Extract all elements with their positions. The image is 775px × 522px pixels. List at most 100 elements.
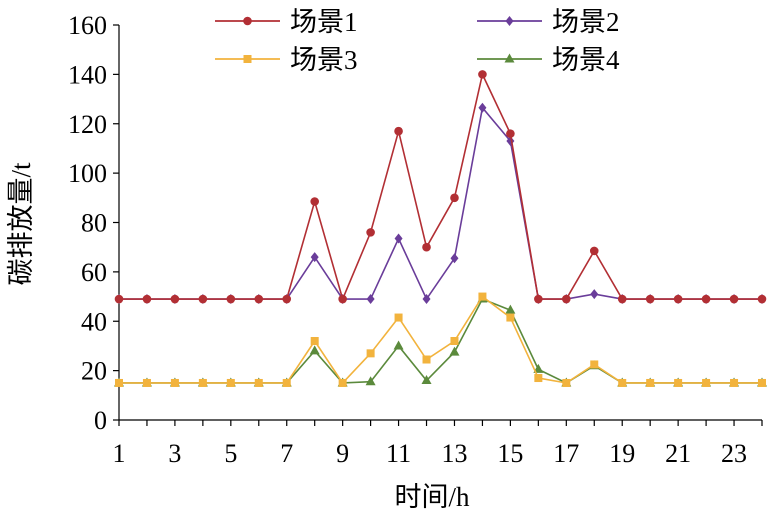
- data-point: [309, 345, 320, 355]
- data-point: [198, 378, 207, 387]
- x-tick-label: 19: [609, 439, 635, 468]
- data-point: [534, 294, 543, 304]
- data-point: [478, 102, 487, 113]
- data-point: [394, 126, 403, 136]
- x-tick-label: 11: [386, 439, 411, 468]
- data-point: [226, 378, 235, 387]
- legend-label: 场景3: [290, 45, 358, 75]
- legend-marker: [505, 16, 514, 26]
- data-point: [450, 337, 459, 345]
- y-tick-label: 0: [94, 406, 107, 435]
- data-point: [702, 378, 711, 387]
- y-tick-label: 100: [68, 159, 107, 188]
- data-point: [590, 360, 599, 369]
- data-point: [450, 253, 459, 264]
- data-point: [533, 363, 544, 373]
- data-point: [590, 289, 599, 300]
- data-point: [393, 340, 404, 350]
- data-point: [450, 193, 459, 203]
- data-point: [562, 378, 571, 387]
- data-point: [422, 294, 431, 305]
- data-point: [757, 294, 767, 304]
- data-point: [365, 376, 376, 386]
- legend-label: 场景2: [552, 7, 620, 37]
- y-tick-label: 80: [81, 209, 107, 238]
- data-point: [142, 294, 152, 304]
- x-tick-label: 17: [553, 439, 579, 468]
- data-point: [506, 129, 515, 138]
- data-point: [505, 304, 516, 314]
- y-tick-label: 60: [81, 258, 107, 287]
- data-point: [506, 313, 515, 322]
- data-point: [758, 378, 766, 387]
- series-3: [115, 292, 766, 387]
- data-point: [254, 294, 264, 304]
- data-point: [617, 294, 627, 304]
- series-layer: [114, 70, 767, 387]
- data-point: [254, 378, 263, 387]
- data-point: [115, 378, 123, 387]
- legend-marker: [243, 16, 252, 26]
- data-point: [421, 375, 432, 384]
- data-point: [338, 378, 347, 387]
- legend-item-3: 场景3: [215, 45, 358, 75]
- data-point: [310, 252, 319, 263]
- series-1: [114, 70, 767, 304]
- data-point: [449, 346, 460, 356]
- data-point: [534, 374, 543, 383]
- data-point: [645, 294, 655, 304]
- series-line: [119, 105, 762, 301]
- x-tick-label: 21: [665, 439, 691, 468]
- data-point: [422, 242, 431, 252]
- legend-item-2: 场景2: [477, 7, 620, 37]
- series-line: [119, 298, 762, 384]
- y-tick-label: 40: [81, 307, 107, 336]
- legend-marker: [243, 55, 252, 63]
- data-point: [170, 378, 179, 387]
- data-point: [198, 294, 208, 304]
- series-line: [119, 295, 762, 385]
- data-point: [478, 292, 487, 301]
- x-tick-label: 13: [441, 439, 467, 468]
- data-point: [618, 378, 627, 387]
- data-point: [562, 294, 571, 304]
- data-point: [310, 337, 319, 345]
- data-point: [729, 294, 739, 304]
- y-tick-label: 160: [68, 11, 107, 40]
- series-4: [114, 293, 767, 387]
- y-axis-label: 碳排放量/t: [6, 162, 36, 286]
- data-point: [730, 378, 739, 387]
- data-point: [394, 313, 403, 322]
- y-tick-label: 20: [81, 357, 107, 386]
- data-point: [366, 349, 375, 358]
- legend-label: 场景1: [290, 7, 358, 37]
- legend: 场景1 场景2 场景3 场景4: [215, 7, 620, 75]
- legend-item-1: 场景1: [215, 7, 358, 37]
- data-point: [422, 355, 431, 364]
- series-line: [119, 71, 762, 302]
- legend-item-4: 场景4: [477, 45, 620, 75]
- data-point: [338, 294, 347, 304]
- data-point: [673, 294, 683, 304]
- series-2: [115, 102, 766, 305]
- y-tick-label: 140: [68, 60, 107, 89]
- data-point: [226, 294, 236, 304]
- data-point: [310, 197, 319, 206]
- x-tick-label: 7: [280, 439, 293, 468]
- x-tick-label: 9: [336, 439, 349, 468]
- legend-label: 场景4: [552, 45, 620, 75]
- x-tick-label: 3: [168, 439, 181, 468]
- data-point: [366, 294, 375, 305]
- data-point: [701, 294, 711, 304]
- data-point: [478, 70, 487, 79]
- data-point: [142, 378, 151, 387]
- data-point: [114, 294, 124, 304]
- data-point: [170, 294, 180, 304]
- x-tick-label: 1: [113, 439, 126, 468]
- data-point: [282, 378, 291, 387]
- y-tick-label: 120: [68, 110, 107, 139]
- data-point: [646, 378, 655, 387]
- data-point: [674, 378, 683, 387]
- data-point: [366, 228, 375, 237]
